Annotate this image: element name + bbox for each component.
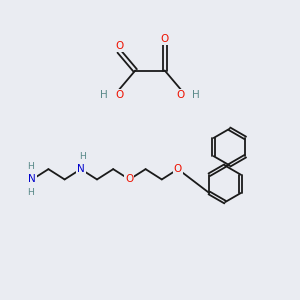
Text: N: N bbox=[77, 164, 85, 174]
Text: H: H bbox=[192, 90, 200, 100]
Text: H: H bbox=[79, 152, 86, 161]
Text: O: O bbox=[174, 164, 182, 174]
Text: O: O bbox=[160, 34, 169, 44]
Text: H: H bbox=[27, 188, 34, 197]
Text: O: O bbox=[177, 90, 185, 100]
Text: O: O bbox=[125, 174, 134, 184]
Text: O: O bbox=[115, 90, 123, 100]
Text: O: O bbox=[115, 41, 123, 51]
Text: H: H bbox=[27, 162, 34, 171]
Text: H: H bbox=[100, 90, 108, 100]
Text: N: N bbox=[28, 174, 36, 184]
